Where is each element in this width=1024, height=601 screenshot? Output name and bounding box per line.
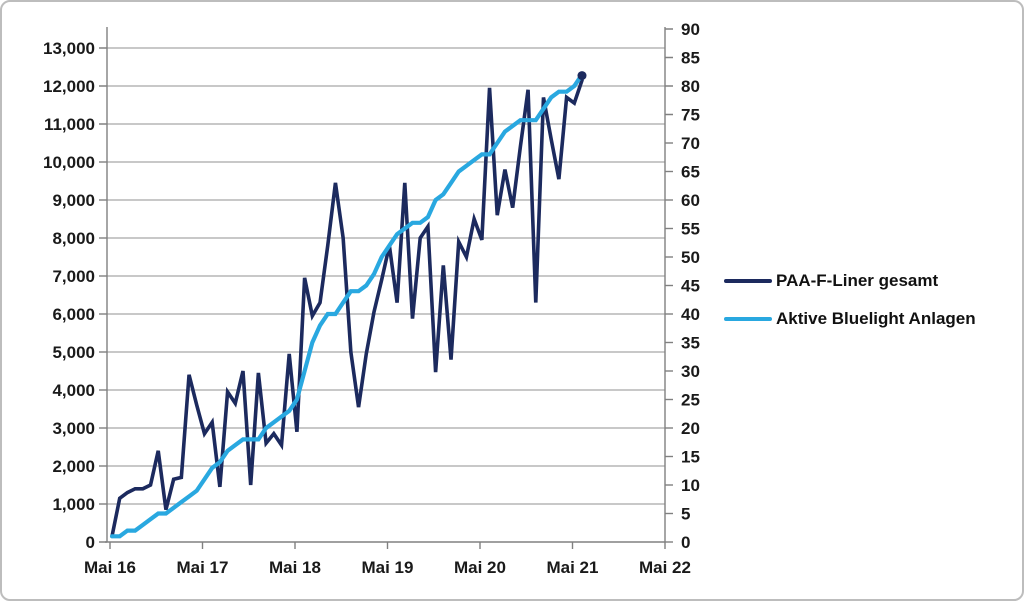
y-left-tick-label: 9,000 xyxy=(52,191,95,210)
series-line-bluelight xyxy=(109,72,585,539)
y-right-tick-label: 45 xyxy=(681,277,700,296)
y-right-tick-label: 70 xyxy=(681,134,700,153)
legend-item-bluelight: Aktive Bluelight Anlagen xyxy=(724,308,976,329)
y-left-tick-label: 5,000 xyxy=(52,343,95,362)
x-tick-label: Mai 19 xyxy=(362,558,414,577)
y-left-tick-label: 11,000 xyxy=(44,115,95,134)
y-right-tick-label: 15 xyxy=(681,448,700,467)
legend-line-dark-icon xyxy=(724,278,772,283)
legend-item-paa-f-liner: PAA-F-Liner gesamt xyxy=(724,270,976,291)
x-tick-label: Mai 20 xyxy=(454,558,506,577)
series-end-marker xyxy=(577,71,587,81)
y-right-tick-label: 75 xyxy=(681,106,700,125)
y-left-tick-label: 8,000 xyxy=(52,229,95,248)
y-left-tick-label: 0 xyxy=(86,533,95,552)
y-right-tick-label: 55 xyxy=(681,220,700,239)
y-left-tick-label: 4,000 xyxy=(52,381,95,400)
y-right-tick-label: 0 xyxy=(681,533,690,552)
x-tick-label: Mai 21 xyxy=(547,558,599,577)
y-left-tick-label: 7,000 xyxy=(52,267,95,286)
y-right-tick-label: 25 xyxy=(681,391,700,410)
y-right-tick-label: 60 xyxy=(681,191,700,210)
y-right-tick-label: 20 xyxy=(681,419,700,438)
legend-label-bluelight: Aktive Bluelight Anlagen xyxy=(776,308,976,328)
y-left-tick-label: 13,000 xyxy=(43,39,95,58)
x-tick-label: Mai 16 xyxy=(84,558,136,577)
y-right-tick-label: 80 xyxy=(681,77,700,96)
y-left-tick-label: 1,000 xyxy=(52,495,95,514)
y-right-tick-label: 85 xyxy=(681,49,700,68)
y-right-tick-label: 30 xyxy=(681,362,700,381)
y-left-tick-label: 10,000 xyxy=(43,153,95,172)
legend-label-paa-f-liner: PAA-F-Liner gesamt xyxy=(776,270,939,290)
y-left-tick-label: 12,000 xyxy=(43,77,95,96)
y-left-tick-label: 2,000 xyxy=(52,457,95,476)
y-right-tick-label: 10 xyxy=(681,476,700,495)
y-right-tick-label: 5 xyxy=(681,505,690,524)
x-tick-label: Mai 17 xyxy=(177,558,229,577)
y-left-tick-label: 3,000 xyxy=(52,419,95,438)
y-right-tick-label: 65 xyxy=(681,163,700,182)
y-right-tick-label: 35 xyxy=(681,334,700,353)
y-right-tick-label: 40 xyxy=(681,305,700,324)
series-line-paa-f-liner xyxy=(110,78,584,539)
chart-legend: PAA-F-Liner gesamt Aktive Bluelight Anla… xyxy=(724,270,976,329)
x-tick-label: Mai 22 xyxy=(639,558,691,577)
y-left-tick-label: 6,000 xyxy=(52,305,95,324)
y-right-tick-label: 90 xyxy=(681,20,700,39)
y-right-tick-label: 50 xyxy=(681,248,700,267)
x-tick-label: Mai 18 xyxy=(269,558,321,577)
legend-line-blue-icon xyxy=(724,316,772,321)
